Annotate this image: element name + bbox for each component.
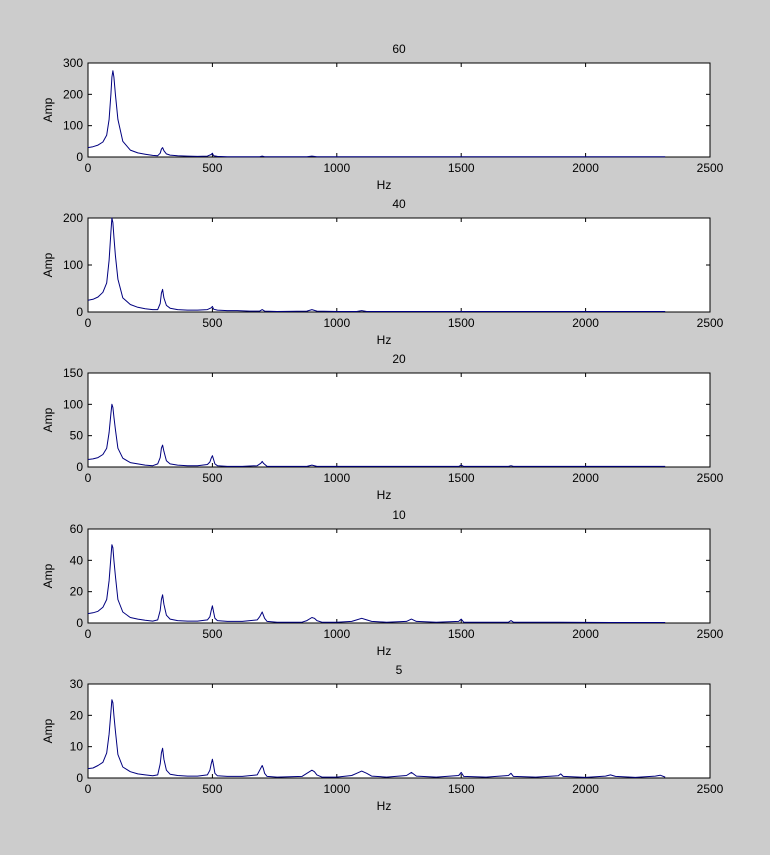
subplot-40: 40 0 500 1000 1500 2000 2500 0 100 200 Hz Amp (41, 197, 724, 347)
series-line (87, 70, 666, 158)
axes-frame (87, 528, 711, 624)
x-axis-label: Hz (377, 644, 392, 658)
x-tick-label: 1000 (323, 161, 350, 175)
x-tick-label: 2000 (572, 782, 599, 796)
x-tick-label: 2000 (572, 471, 599, 485)
x-tick-label: 0 (85, 316, 92, 330)
series-line (87, 544, 666, 623)
chart-title: 10 (392, 508, 406, 522)
y-tick-label: 150 (63, 366, 83, 380)
x-tick-label: 0 (85, 471, 92, 485)
y-axis-label: Amp (41, 97, 55, 122)
series-line (87, 217, 666, 312)
subplot-5: 5 0 500 1000 1500 2000 2500 0 10 20 30 Hz Amp (41, 663, 724, 813)
y-tick-label: 100 (63, 119, 83, 133)
axes-frame (87, 217, 711, 313)
y-tick-label: 300 (63, 56, 83, 70)
x-tick-label: 2000 (572, 161, 599, 175)
series-line (87, 699, 666, 778)
y-tick-label: 50 (70, 429, 84, 443)
x-axis-label: Hz (377, 799, 392, 813)
x-tick-label: 2500 (697, 471, 724, 485)
x-tick-label: 0 (85, 782, 92, 796)
y-tick-label: 0 (76, 460, 83, 474)
x-tick-label: 500 (202, 316, 222, 330)
subplot-60: 60 0 500 1000 1500 2000 2500 0 100 200 300 Hz Amp (41, 42, 724, 192)
x-tick-label: 0 (85, 627, 92, 641)
y-tick-label: 100 (63, 258, 83, 272)
x-tick-label: 1000 (323, 782, 350, 796)
x-tick-label: 500 (202, 627, 222, 641)
x-tick-label: 2000 (572, 316, 599, 330)
chart-title: 60 (392, 42, 406, 56)
axes-frame (87, 62, 711, 158)
x-tick-label: 0 (85, 161, 92, 175)
x-tick-label: 1000 (323, 627, 350, 641)
subplot-10: 10 0 500 1000 1500 2000 2500 0 20 40 60 Hz Amp (41, 508, 724, 658)
x-tick-label: 500 (202, 161, 222, 175)
y-tick-label: 0 (76, 616, 83, 630)
x-tick-label: 1000 (323, 471, 350, 485)
x-tick-label: 2000 (572, 627, 599, 641)
y-tick-label: 20 (70, 708, 84, 722)
x-tick-label: 1500 (448, 316, 475, 330)
x-tick-label: 1500 (448, 627, 475, 641)
y-tick-label: 200 (63, 87, 83, 101)
y-tick-label: 0 (76, 771, 83, 785)
x-axis-label: Hz (377, 178, 392, 192)
x-tick-label: 1000 (323, 316, 350, 330)
x-tick-label: 1500 (448, 161, 475, 175)
x-tick-label: 1500 (448, 782, 475, 796)
x-axis-label: Hz (377, 488, 392, 502)
series-line (87, 403, 666, 467)
y-tick-label: 20 (70, 585, 84, 599)
subplot-20: 20 0 500 1000 1500 2000 2500 0 50 100 150 Hz Amp (41, 352, 724, 502)
x-tick-label: 2500 (697, 782, 724, 796)
chart-title: 5 (396, 663, 403, 677)
y-tick-label: 0 (76, 305, 83, 319)
y-tick-label: 30 (70, 677, 84, 691)
y-tick-label: 10 (70, 740, 84, 754)
y-tick-label: 200 (63, 211, 83, 225)
y-tick-label: 40 (70, 553, 84, 567)
y-axis-label: Amp (41, 407, 55, 432)
x-tick-label: 500 (202, 782, 222, 796)
axes-frame (87, 683, 711, 779)
chart-title: 40 (392, 197, 406, 211)
y-tick-label: 100 (63, 397, 83, 411)
x-tick-label: 2500 (697, 161, 724, 175)
x-tick-label: 2500 (697, 316, 724, 330)
chart-title: 20 (392, 352, 406, 366)
y-tick-label: 0 (76, 150, 83, 164)
y-axis-label: Amp (41, 718, 55, 743)
x-axis-label: Hz (377, 333, 392, 347)
x-tick-label: 2500 (697, 627, 724, 641)
x-tick-label: 1500 (448, 471, 475, 485)
y-axis-label: Amp (41, 252, 55, 277)
y-tick-label: 60 (70, 522, 84, 536)
x-tick-label: 500 (202, 471, 222, 485)
axes-frame (87, 372, 711, 468)
y-axis-label: Amp (41, 563, 55, 588)
